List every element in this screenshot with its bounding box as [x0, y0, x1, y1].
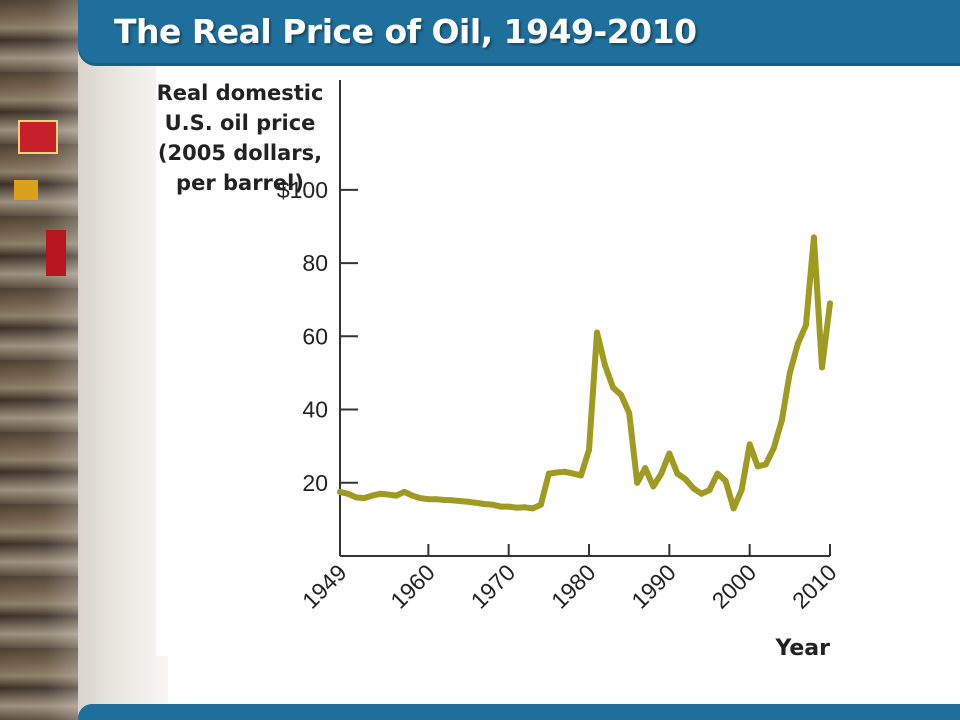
y-axis-title: Real domestic U.S. oil price (2005 dolla… — [157, 81, 324, 195]
data-point — [537, 501, 544, 508]
y-tick-label: $100 — [277, 177, 328, 203]
data-point — [730, 505, 737, 512]
y-tick-label: 60 — [302, 323, 328, 349]
title-bar: The Real Price of Oil, 1949-2010 — [78, 0, 960, 66]
photo-sign-decoration — [14, 180, 38, 200]
data-point — [794, 340, 801, 347]
data-point — [345, 490, 352, 497]
data-point — [602, 362, 609, 369]
data-point — [674, 470, 681, 477]
y-axis-title-line: U.S. oil price — [165, 111, 316, 135]
series-layer — [337, 234, 833, 512]
data-point — [513, 504, 520, 511]
data-point — [818, 364, 825, 371]
data-point — [473, 499, 480, 506]
data-point — [553, 469, 560, 476]
data-point — [353, 494, 360, 501]
data-point — [594, 329, 601, 336]
y-axis-title-line: Real domestic — [157, 81, 324, 105]
data-point — [449, 497, 456, 504]
data-point — [385, 491, 392, 498]
x-tick-label: 2010 — [787, 559, 840, 614]
x-axis-title: Year — [774, 636, 830, 656]
data-point — [754, 463, 761, 470]
data-point — [586, 446, 593, 453]
chart-panel: Real domestic U.S. oil price (2005 dolla… — [156, 66, 840, 656]
data-point — [497, 503, 504, 510]
data-point — [722, 477, 729, 484]
data-point — [666, 450, 673, 457]
data-point — [457, 498, 464, 505]
data-point — [361, 495, 368, 502]
data-point — [377, 490, 384, 497]
page-title: The Real Price of Oil, 1949-2010 — [114, 12, 697, 51]
data-point — [714, 470, 721, 477]
photo-sign-decoration — [46, 230, 66, 276]
x-tick-label: 2000 — [707, 559, 762, 614]
data-point — [706, 487, 713, 494]
y-tick-label: 40 — [302, 397, 328, 423]
data-point — [409, 492, 416, 499]
x-tick-label: 1949 — [297, 559, 352, 614]
data-point — [610, 384, 617, 391]
data-point — [746, 441, 753, 448]
y-tick-label: 80 — [302, 250, 328, 276]
data-point — [682, 476, 689, 483]
data-point — [738, 487, 745, 494]
x-axis-ticks: 1949 1960 1970 1980 1990 2000 2010 — [297, 544, 840, 614]
background-photo-strip — [0, 0, 78, 720]
data-point — [505, 503, 512, 510]
data-point — [658, 470, 665, 477]
oil-price-line-chart: Real domestic U.S. oil price (2005 dolla… — [157, 80, 840, 656]
data-point — [441, 496, 448, 503]
data-point — [529, 505, 536, 512]
data-point — [618, 391, 625, 398]
data-point — [650, 483, 657, 490]
data-point — [401, 488, 408, 495]
data-point — [577, 472, 584, 479]
y-axis-ticks: 20 40 60 80 $100 — [277, 177, 358, 496]
data-point — [561, 468, 568, 475]
data-point — [417, 495, 424, 502]
data-point — [521, 504, 528, 511]
data-point — [762, 461, 769, 468]
data-point — [770, 444, 777, 451]
data-point — [690, 485, 697, 492]
y-tick-label: 20 — [302, 470, 328, 496]
bottom-bar — [78, 704, 960, 720]
data-point — [827, 300, 833, 307]
data-point — [433, 496, 440, 503]
data-point — [626, 410, 633, 417]
data-point — [337, 488, 343, 495]
data-point — [810, 234, 817, 241]
background-photo-fade — [78, 0, 168, 720]
data-point — [489, 501, 496, 508]
x-tick-label: 1980 — [546, 559, 601, 614]
data-point — [634, 479, 641, 486]
data-point — [698, 490, 705, 497]
x-tick-label: 1970 — [466, 559, 521, 614]
y-axis-title-line: per barrel) — [176, 171, 304, 195]
data-point — [778, 417, 785, 424]
data-point — [481, 501, 488, 508]
data-point — [802, 322, 809, 329]
chart-axes — [339, 80, 830, 557]
data-point — [369, 492, 376, 499]
data-point — [465, 498, 472, 505]
data-point — [545, 470, 552, 477]
data-point — [569, 470, 576, 477]
data-point — [393, 492, 400, 499]
data-point — [786, 369, 793, 376]
x-tick-label: 1960 — [385, 559, 440, 614]
data-point — [642, 465, 649, 472]
photo-sign-decoration — [18, 120, 58, 154]
x-tick-label: 1990 — [626, 559, 681, 614]
y-axis-title-line: (2005 dollars, — [158, 141, 322, 165]
data-point — [425, 496, 432, 503]
